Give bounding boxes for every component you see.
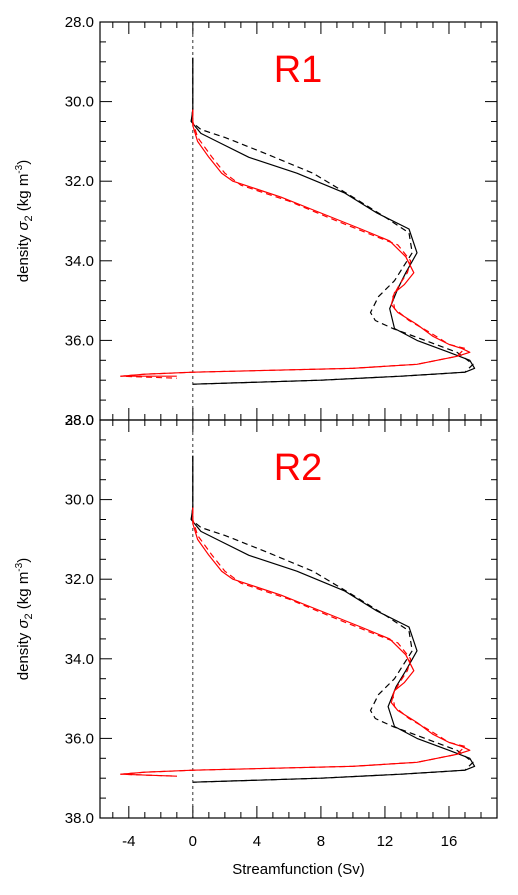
series-line-4 [120, 507, 466, 777]
panel-r2: 28.0 30.0 32.0 34.0 36.0 38.0 R2 density σ2 (kg… [14, 412, 498, 878]
y-tick-label: 30.0 [65, 94, 94, 111]
panel-title: R2 [274, 447, 323, 489]
x-tick-label: -4 [122, 833, 135, 850]
x-axis-label: Streamfunction (Sv) [232, 861, 365, 878]
panel-r1: 28.0 30.0 32.0 34.0 36.0 38.0 R1 density σ2 (kg… [14, 14, 498, 429]
series-line-4 [120, 109, 466, 379]
x-tick-label: 12 [377, 833, 394, 850]
y-tick-label: 32.0 [65, 173, 94, 190]
y-tick-label: 28.0 [65, 14, 94, 31]
y-tick-label: 28.0 [65, 412, 94, 429]
y-tick-label: 38.0 [65, 810, 94, 827]
y-axis-label: density σ2 (kg m-3) [14, 160, 35, 282]
y-tick-label: 30.0 [65, 492, 94, 509]
y-tick-label: 36.0 [65, 730, 94, 747]
x-tick-label: 16 [441, 833, 458, 850]
series-line-2 [190, 57, 474, 385]
y-tick-label: 36.0 [65, 332, 94, 349]
x-tick-label: 8 [317, 833, 325, 850]
y-tick-label: 32.0 [65, 571, 94, 588]
y-tick-label: 34.0 [65, 651, 94, 668]
y-tick-label: 38.0 [65, 412, 94, 429]
x-tick-label: 0 [189, 833, 197, 850]
series-line-1 [190, 455, 476, 783]
x-tick-label: 4 [253, 833, 261, 850]
y-tick-label: 34.0 [65, 253, 94, 270]
series-line-2 [190, 455, 474, 783]
series-line-1 [190, 57, 476, 385]
panel-title: R1 [274, 49, 323, 91]
series-line-3 [120, 109, 471, 377]
y-axis-label: density σ2 (kg m-3) [14, 558, 35, 680]
series-line-3 [120, 507, 471, 777]
